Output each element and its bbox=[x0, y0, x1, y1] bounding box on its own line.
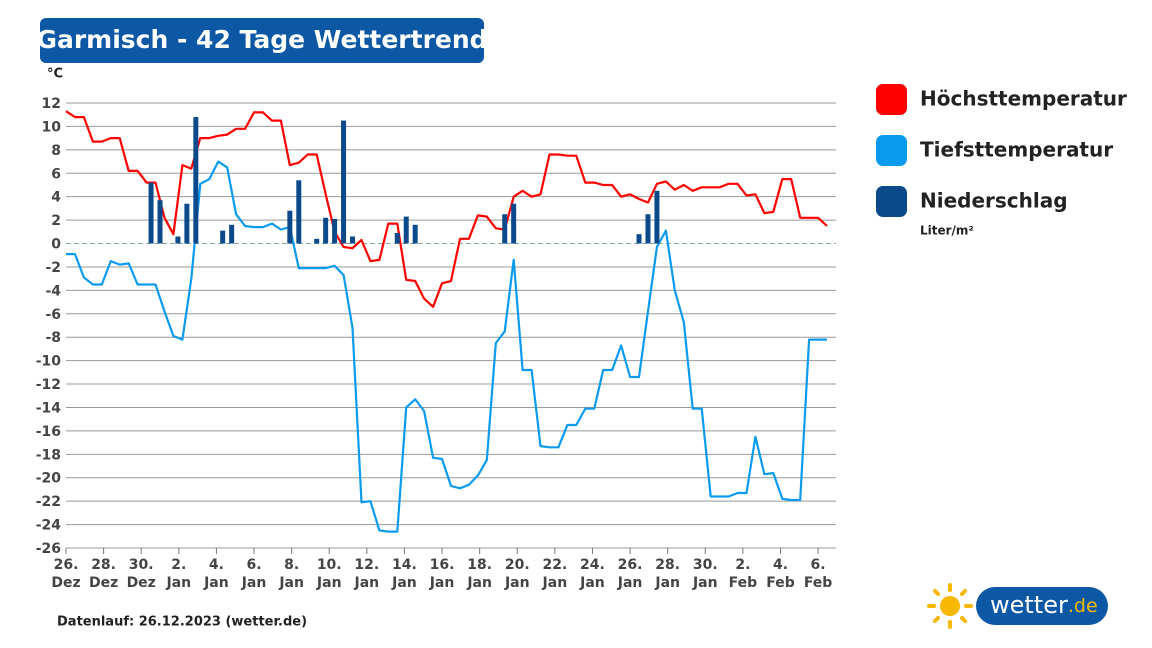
legend-swatch bbox=[876, 84, 907, 115]
x-tick-label: 14. Jan bbox=[392, 557, 417, 591]
temp-line bbox=[65, 110, 828, 308]
x-tick-label: 28. Dez bbox=[88, 557, 119, 591]
chart-title: Garmisch - 42 Tage Wettertrend bbox=[36, 25, 487, 54]
y-tick-label: 4 bbox=[51, 190, 61, 206]
precip-bar bbox=[193, 117, 199, 244]
y-tick-label: -24 bbox=[36, 518, 62, 534]
y-tick-label: -20 bbox=[36, 471, 62, 487]
x-tick-label: 26. Dez bbox=[51, 557, 81, 591]
precip-bar bbox=[229, 224, 235, 244]
x-tick-label: 6. Feb bbox=[803, 557, 833, 591]
y-tick-label: 12 bbox=[42, 96, 61, 112]
x-tick-label: 12. Jan bbox=[354, 557, 380, 591]
logo-text: wetter.de bbox=[990, 591, 1098, 619]
title-box bbox=[40, 18, 484, 63]
legend-swatch bbox=[876, 186, 907, 217]
precip-bar bbox=[287, 210, 293, 244]
x-tick-label: 18. Jan bbox=[467, 557, 493, 591]
footer: Datenlauf: 26.12.2023 (wetter.de) bbox=[57, 615, 307, 630]
y-tick-label: 8 bbox=[51, 143, 61, 159]
precip-bar bbox=[394, 232, 400, 244]
precip-bar bbox=[323, 217, 329, 244]
x-tick-label: 8. Jan bbox=[279, 557, 304, 591]
y-tick-label: -8 bbox=[45, 330, 61, 346]
x-tick-label: 24. Jan bbox=[580, 557, 605, 591]
y-tick-label: -4 bbox=[45, 283, 61, 299]
x-tick-label: 22. Jan bbox=[542, 557, 568, 591]
precip-bar bbox=[175, 236, 181, 244]
x-tick-label: 30. Dez bbox=[126, 557, 156, 591]
x-tick-label: 28. Jan bbox=[655, 557, 681, 591]
precip-bar bbox=[412, 224, 418, 244]
x-tick-label: 26. Jan bbox=[617, 557, 643, 591]
legend-swatch bbox=[876, 135, 907, 166]
x-tick-label: 2. Jan bbox=[166, 557, 192, 591]
precip-bar bbox=[511, 203, 517, 244]
precip-bar bbox=[314, 238, 320, 244]
precip-bar bbox=[332, 218, 338, 244]
y-axis-label: °C bbox=[47, 67, 63, 82]
x-tick-label: 20. Jan bbox=[504, 557, 530, 591]
precip-bar bbox=[636, 234, 642, 244]
x-tick-label: 4. Jan bbox=[204, 557, 229, 591]
precip-bar bbox=[350, 236, 356, 244]
x-tick-label: 4. Feb bbox=[766, 557, 795, 591]
precip-bar bbox=[184, 203, 190, 244]
precip-bar bbox=[296, 180, 302, 244]
precip-bar bbox=[341, 120, 347, 244]
precip-bar bbox=[403, 216, 409, 244]
logo: wetter.de bbox=[927, 583, 1108, 629]
y-tick-label: -12 bbox=[36, 377, 61, 393]
precip-bar bbox=[220, 230, 226, 244]
x-tick-label: 10. Jan bbox=[316, 557, 342, 591]
y-tick-label: -22 bbox=[36, 494, 61, 510]
legend-label: Niederschlag bbox=[920, 189, 1068, 213]
x-tick-label: 30. Jan bbox=[692, 557, 718, 591]
y-tick-label: -14 bbox=[36, 400, 62, 416]
precip-bar bbox=[157, 200, 163, 244]
temp-line bbox=[66, 160, 827, 533]
x-tick-label: 2. Feb bbox=[728, 557, 758, 591]
y-tick-label: -18 bbox=[36, 447, 61, 463]
y-tick-label: -16 bbox=[36, 424, 61, 440]
y-tick-label: -10 bbox=[36, 354, 62, 370]
y-tick-label: 10 bbox=[42, 119, 62, 135]
precip-bar bbox=[148, 182, 154, 244]
unit-note: Liter/m² bbox=[920, 224, 974, 238]
precip-bar bbox=[654, 190, 660, 244]
y-tick-label: -6 bbox=[45, 307, 61, 323]
y-tick-label: -26 bbox=[36, 541, 61, 557]
x-tick-label: 16. Jan bbox=[429, 557, 455, 591]
precip-bar bbox=[645, 214, 651, 244]
y-tick-label: 2 bbox=[51, 213, 61, 229]
legend-label: Tiefsttemperatur bbox=[920, 138, 1113, 162]
x-tick-label: 6. Jan bbox=[241, 557, 267, 591]
y-tick-label: 6 bbox=[51, 166, 61, 182]
y-tick-label: -2 bbox=[45, 260, 61, 276]
y-tick-label: 0 bbox=[51, 237, 61, 253]
legend-label: Höchsttemperatur bbox=[920, 87, 1127, 111]
precip-bar bbox=[502, 214, 508, 244]
